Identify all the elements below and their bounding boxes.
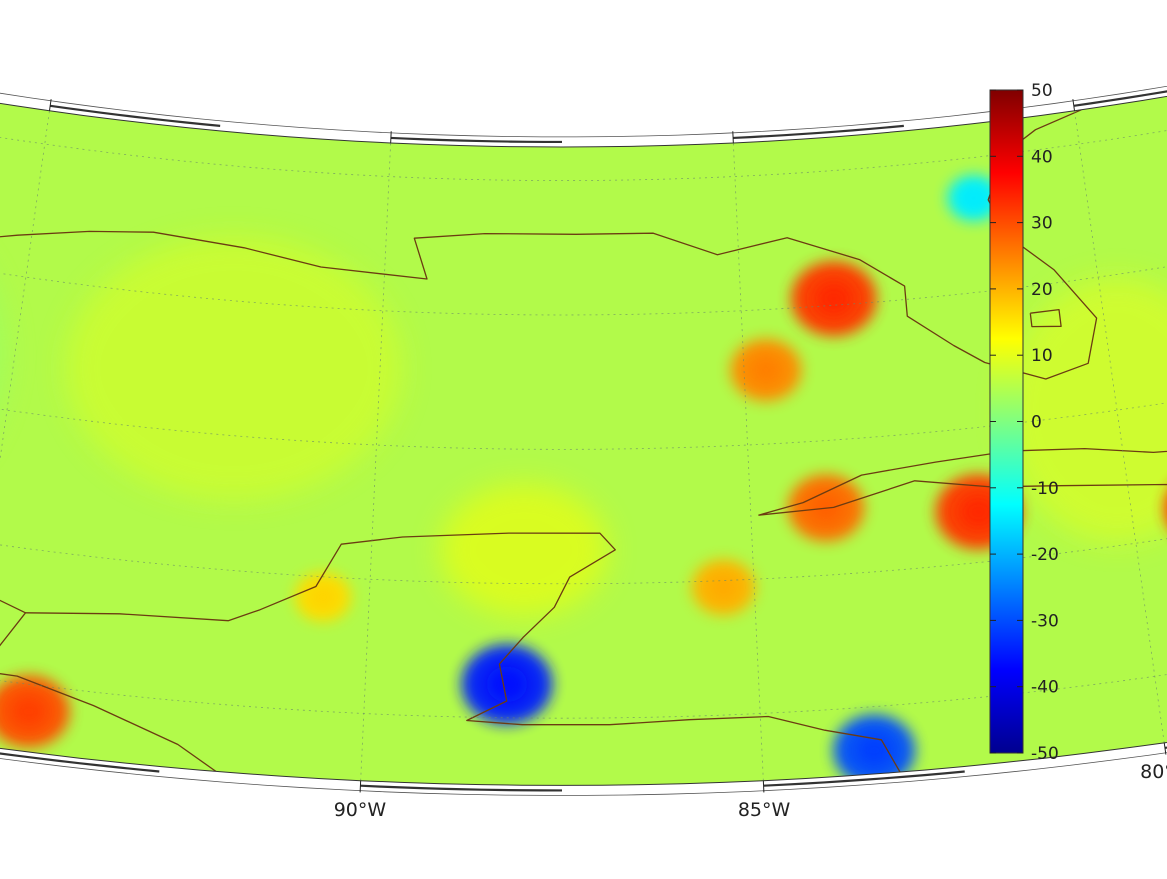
anomaly-field <box>0 174 1167 786</box>
longitude-labels: 100°W95°W90°W85°W80°W75°W <box>334 761 1167 821</box>
grid-parallel <box>0 79 1167 182</box>
anomaly-core-cuba-central <box>959 494 998 529</box>
graticule <box>0 79 1167 781</box>
frame-segment <box>0 752 160 773</box>
colorbar-tick-label: 0 <box>1031 413 1042 433</box>
anomaly-core-tehuantepec <box>10 695 48 728</box>
grid-meridian <box>0 110 50 743</box>
grid-parallel <box>0 601 1167 719</box>
anomaly-core-west-florida <box>814 281 854 316</box>
colorbar: 50 40 30 20 10 0 -10 -20 -30 -40 -50 <box>989 81 1059 764</box>
colorbar-tick-label: -40 <box>1031 678 1059 698</box>
coastline-lake-okeechobee <box>1029 308 1062 328</box>
lon-tick <box>359 780 362 793</box>
grid-meridian <box>1074 110 1165 743</box>
map-background <box>0 46 1167 786</box>
colorbar-ticks: 50 40 30 20 10 0 -10 -20 -30 -40 -50 <box>990 81 1059 764</box>
colorbar-tick-label: 10 <box>1031 346 1053 366</box>
grid-meridian <box>360 142 392 781</box>
map-border <box>0 95 1167 786</box>
coastlines <box>0 109 1167 773</box>
coastline-yucatan <box>25 532 901 773</box>
grid-meridian <box>732 142 764 781</box>
coastline-gulf-coast <box>0 109 1098 713</box>
colorbar-tick-label: 20 <box>1031 280 1053 300</box>
colorbar-tick-label: -50 <box>1031 744 1059 764</box>
colorbar-tick-label: 30 <box>1031 214 1053 234</box>
lon-tick <box>390 131 392 143</box>
lon-label: 80°W <box>1140 761 1167 783</box>
frame-segment <box>360 784 563 792</box>
colorbar-tick-label: 40 <box>1031 147 1053 167</box>
lon-tick <box>1072 99 1076 111</box>
map-border-outer <box>0 85 1167 796</box>
map-field <box>0 46 1167 786</box>
lon-tick <box>732 131 734 143</box>
map-frame <box>0 85 1167 796</box>
coastline-pacific <box>0 572 217 772</box>
grid-parallel <box>0 209 1167 316</box>
anomaly-core-georgia-coast <box>961 187 986 209</box>
colorbar-tick-label: 50 <box>1031 81 1053 101</box>
field-blob <box>65 236 402 501</box>
anomaly-core-east-gulf <box>749 356 782 385</box>
frame-segment <box>1073 90 1167 107</box>
lon-tick <box>48 99 52 111</box>
frame-segment <box>733 124 904 140</box>
lon-tick <box>762 780 765 793</box>
lon-tick <box>1163 742 1167 755</box>
field-blob <box>439 484 608 617</box>
colorbar-tick-label: -30 <box>1031 611 1059 631</box>
frame-segment <box>763 770 965 787</box>
anomaly-core-belize-coast <box>486 666 528 703</box>
frame-segment <box>390 136 563 144</box>
colorbar-tick-label: -10 <box>1031 479 1059 499</box>
colorbar-tick-label: -20 <box>1031 545 1059 565</box>
anomaly-core-yucatan-channel <box>709 574 738 600</box>
lon-label: 90°W <box>334 799 387 821</box>
lon-label: 85°W <box>738 799 791 821</box>
map-ticks <box>48 99 1167 793</box>
coastline-cuba <box>758 445 1167 516</box>
frame-segment <box>50 104 221 127</box>
anomaly-core-campeche <box>310 585 336 609</box>
